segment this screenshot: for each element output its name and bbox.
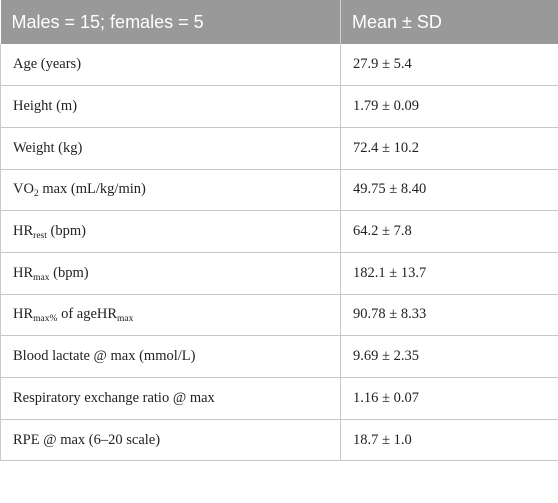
row-label: HRrest (bpm) xyxy=(0,210,341,253)
table-row: Weight (kg) 72.4 ± 10.2 xyxy=(0,127,558,170)
table-row: VO2 max (mL/kg/min) 49.75 ± 8.40 xyxy=(0,169,558,212)
row-label: Height (m) xyxy=(0,85,341,128)
label-mid: of ageHR xyxy=(57,306,118,323)
row-value: 49.75 ± 8.40 xyxy=(340,169,558,212)
row-value: 182.1 ± 13.7 xyxy=(340,252,558,295)
row-label: HRmax% of ageHRmax xyxy=(0,294,341,337)
row-label: Blood lactate @ max (mmol/L) xyxy=(0,335,341,378)
label-main: HR xyxy=(13,223,34,240)
row-label: RPE @ max (6–20 scale) xyxy=(0,419,341,462)
table-row: RPE @ max (6–20 scale) 18.7 ± 1.0 xyxy=(0,419,558,462)
label-subscript: 2 xyxy=(33,189,39,200)
row-value: 64.2 ± 7.8 xyxy=(340,210,558,253)
label-rest: (bpm) xyxy=(49,264,89,281)
row-value: 18.7 ± 1.0 xyxy=(340,419,558,462)
table-row: Respiratory exchange ratio @ max 1.16 ± … xyxy=(0,377,558,420)
row-label: VO2 max (mL/kg/min) xyxy=(0,169,341,212)
row-value: 9.69 ± 2.35 xyxy=(340,335,558,378)
table-row: Age (years) 27.9 ± 5.4 xyxy=(0,44,558,87)
label-main: HR xyxy=(13,306,34,323)
header-mean-sd: Mean ± SD xyxy=(340,0,558,44)
label-rest: max (mL/kg/min) xyxy=(38,181,146,198)
row-label: HRmax (bpm) xyxy=(0,252,341,295)
label-main: HR xyxy=(13,264,34,281)
label-subscript: max% xyxy=(33,314,58,325)
row-label: Weight (kg) xyxy=(0,127,341,170)
table-row: HRmax% of ageHRmax 90.78 ± 8.33 xyxy=(0,294,558,337)
row-label: Respiratory exchange ratio @ max xyxy=(0,377,341,420)
header-sample-size: Males = 15; females = 5 xyxy=(0,0,341,44)
header-row: Males = 15; females = 5 Mean ± SD xyxy=(0,0,558,44)
label-rest: (bpm) xyxy=(46,223,86,240)
row-value: 1.79 ± 0.09 xyxy=(340,85,558,128)
table-row: Height (m) 1.79 ± 0.09 xyxy=(0,85,558,128)
table-row: HRrest (bpm) 64.2 ± 7.8 xyxy=(0,210,558,253)
row-label: Age (years) xyxy=(0,44,341,87)
row-value: 27.9 ± 5.4 xyxy=(340,44,558,87)
row-value: 1.16 ± 0.07 xyxy=(340,377,558,420)
table-row: HRmax (bpm) 182.1 ± 13.7 xyxy=(0,252,558,295)
label-subscript: max xyxy=(33,272,50,283)
label-main: VO xyxy=(13,181,34,198)
participant-characteristics-table: Males = 15; females = 5 Mean ± SD Age (y… xyxy=(0,0,558,462)
label-subscript-2: max xyxy=(117,314,134,325)
row-value: 72.4 ± 10.2 xyxy=(340,127,558,170)
label-subscript: rest xyxy=(33,231,47,242)
row-value: 90.78 ± 8.33 xyxy=(340,294,558,337)
table-row: Blood lactate @ max (mmol/L) 9.69 ± 2.35 xyxy=(0,335,558,378)
